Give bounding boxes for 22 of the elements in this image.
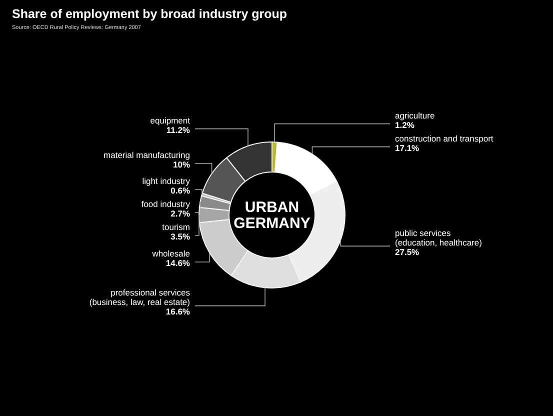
chart-title: Share of employment by broad industry group bbox=[12, 7, 288, 21]
slice-label: equipment bbox=[150, 115, 191, 126]
slice-label: construction and transport bbox=[395, 133, 494, 144]
slice-label: public services (education, healthcare) bbox=[395, 228, 482, 248]
slice-label: agriculture bbox=[395, 110, 435, 120]
data-label: 0.6% bbox=[170, 185, 190, 196]
text: URBAN GERMANY bbox=[234, 199, 310, 232]
data-label: 1.2% bbox=[395, 120, 415, 130]
slice-label: food industry bbox=[141, 198, 191, 209]
data-label: 27.5% bbox=[395, 246, 420, 257]
slice-label: light industry bbox=[142, 176, 191, 186]
slice-label: material manufacturing bbox=[104, 150, 190, 160]
slice-label: wholesale bbox=[151, 248, 190, 259]
slice-label: tourism bbox=[162, 222, 190, 232]
data-label: 3.5% bbox=[170, 231, 190, 242]
data-label: 11.2% bbox=[166, 124, 190, 135]
data-label: 10% bbox=[172, 159, 190, 170]
data-label: 17.1% bbox=[395, 142, 420, 153]
data-label: 16.6% bbox=[166, 306, 190, 317]
data-label: 14.6% bbox=[166, 258, 190, 268]
data-label: 2.7% bbox=[170, 208, 190, 218]
slice-label: professional services (business, law, real estate) bbox=[89, 288, 190, 308]
